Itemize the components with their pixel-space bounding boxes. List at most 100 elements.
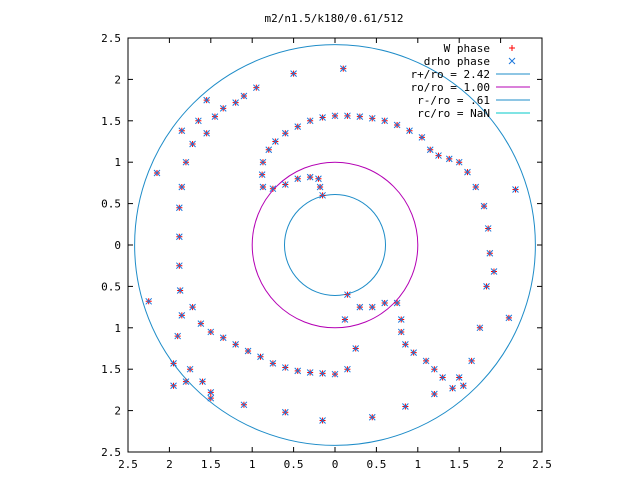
point-s1-48 [356, 303, 364, 311]
x-tick-labels: 2.5 2 1.5 1 0.5 0 0.5 1 1.5 2 2.5 [118, 458, 552, 471]
point-s1-36 [459, 382, 467, 390]
point-s1-25 [435, 152, 442, 159]
legend-marker-1 [508, 57, 516, 65]
point-s1-81 [189, 140, 196, 148]
legend-label-5: rc/ro = NaN [417, 107, 490, 120]
point-s1-66 [186, 365, 194, 373]
point-s1-38 [439, 374, 446, 381]
legend-entry-3: ro/ro = 1.00 [411, 81, 530, 94]
point-s1-20 [381, 117, 389, 125]
point-s1-84 [203, 129, 211, 137]
point-s1-82 [195, 117, 202, 125]
point-s1-52 [344, 365, 351, 373]
point-s1-15 [319, 114, 326, 121]
point-s1-17 [344, 112, 351, 120]
point-s1-101 [402, 403, 409, 410]
point-s1-18 [356, 113, 364, 121]
point-s1-13 [294, 123, 302, 130]
legend-marker-0 [509, 45, 515, 51]
y-tick-label-9: 2 [114, 73, 121, 86]
point-s1-32 [486, 249, 494, 257]
point-s1-43 [397, 328, 405, 336]
point-s1-41 [410, 349, 418, 356]
point-s1-75 [176, 287, 184, 294]
point-s1-70 [170, 360, 177, 367]
point-s1-49 [344, 291, 351, 299]
point-s1-99 [319, 417, 326, 424]
point-s1-12 [281, 129, 289, 137]
point-s1-79 [178, 183, 186, 191]
legend-label-3: ro/ro = 1.00 [411, 81, 490, 94]
point-s1-55 [306, 369, 314, 376]
point-s1-74 [178, 312, 186, 319]
point-s1-93 [178, 127, 186, 135]
legend-entry-1: drho phase [424, 55, 516, 68]
point-s1-29 [472, 183, 480, 191]
point-s1-11 [272, 138, 279, 145]
point-s1-63 [207, 328, 215, 336]
point-s1-91 [339, 65, 347, 72]
point-s1-71 [170, 382, 177, 390]
point-s1-57 [281, 364, 289, 371]
point-s1-59 [257, 353, 264, 361]
point-s1-23 [418, 134, 426, 141]
x-tick-label-9: 2 [497, 458, 504, 471]
point-s1-68 [207, 389, 215, 396]
point-s1-88 [240, 92, 248, 100]
point-s1-86 [219, 105, 227, 112]
y-tick-label-3: 1 [114, 322, 121, 335]
point-s1-69 [182, 378, 190, 385]
point-s1-54 [319, 369, 326, 377]
y-tick-label-0: 2.5 [101, 446, 121, 459]
point-s1-0 [319, 191, 326, 199]
x-tick-label-8: 1.5 [449, 458, 469, 471]
point-s1-60 [244, 347, 252, 355]
point-s1-8 [258, 171, 266, 178]
y-tick-label-5: 0 [114, 239, 121, 252]
point-s1-27 [455, 158, 463, 166]
y-tick-label-8: 1.5 [101, 115, 121, 128]
reference-circles [134, 44, 536, 446]
point-s1-98 [281, 408, 289, 416]
y-tick-label-7: 1 [114, 156, 121, 169]
point-s1-7 [259, 183, 267, 191]
x-tick-label-5: 0 [332, 458, 339, 471]
point-s1-78 [175, 204, 183, 212]
point-s1-72 [174, 332, 182, 340]
point-s1-28 [464, 168, 471, 176]
x-tick-label-1: 2 [166, 458, 173, 471]
x-tick-label-0: 2.5 [118, 458, 138, 471]
point-s1-44 [397, 316, 405, 323]
point-s1-9 [259, 158, 267, 166]
point-s1-16 [331, 112, 339, 120]
y-tick-labels: 2.5 2 1.5 1 0.5 0 0.5 1 1.5 2 2.5 [101, 32, 121, 459]
point-s1-14 [306, 117, 314, 125]
point-s1-37 [449, 384, 456, 392]
x-tick-label-10: 2.5 [532, 458, 552, 471]
point-s1-31 [484, 225, 492, 232]
point-s1-24 [426, 146, 434, 154]
circle-0 [134, 44, 536, 446]
x-tick-label-2: 1.5 [201, 458, 221, 471]
point-s1-97 [240, 401, 248, 409]
x-tick-label-4: 0.5 [284, 458, 304, 471]
point-s1-67 [199, 378, 206, 385]
point-s1-100 [368, 413, 376, 421]
point-s1-92 [153, 169, 161, 177]
legend-entry-2: r+/ro = 2.42 [411, 68, 530, 81]
point-s1-90 [290, 70, 297, 77]
point-s1-65 [189, 303, 196, 311]
legend-label-0: W phase [444, 42, 490, 55]
point-s1-83 [203, 96, 211, 104]
point-s1-64 [197, 320, 205, 328]
point-s1-39 [431, 365, 438, 373]
point-s1-10 [265, 146, 273, 154]
point-s1-45 [393, 299, 401, 307]
legend-label-1: drho phase [424, 55, 490, 68]
point-s1-56 [294, 367, 302, 375]
point-s1-30 [480, 202, 488, 210]
legend-entry-0: W phase [444, 42, 515, 55]
point-s1-104 [490, 268, 498, 275]
data-points [145, 65, 519, 424]
